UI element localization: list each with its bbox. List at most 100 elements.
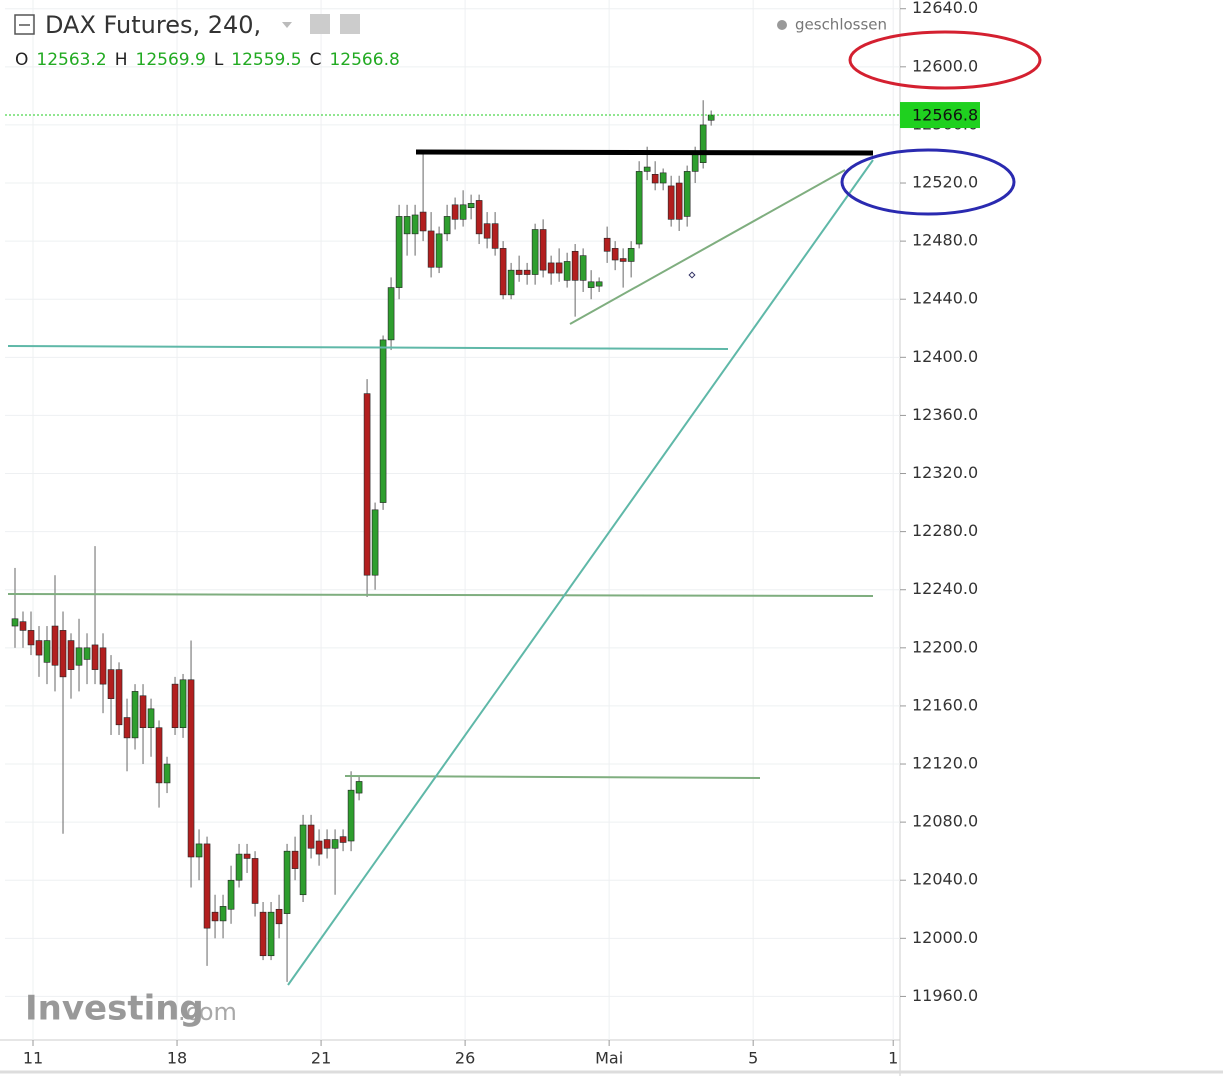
candle-body <box>267 911 275 957</box>
candle-body <box>531 229 539 275</box>
ohlc-legend: O 12563.2 H 12569.9 L 12559.5 C 12566.8 <box>15 50 400 70</box>
y-tick-label: 12200.0 <box>912 637 978 656</box>
candle-body <box>27 630 35 646</box>
x-tick-label: 5 <box>748 1049 758 1068</box>
candle-body <box>699 124 707 163</box>
trend-line <box>7 345 729 350</box>
eye-icon[interactable] <box>310 14 330 34</box>
candle-body <box>507 269 515 296</box>
highlight-ellipse <box>848 30 1042 90</box>
candle-body <box>99 647 107 685</box>
candle-body <box>211 911 219 922</box>
candle-body <box>19 621 27 631</box>
candle-body <box>467 203 475 209</box>
candle-body <box>611 248 619 261</box>
trend-line <box>569 169 846 325</box>
y-tick-label: 12240.0 <box>912 579 978 598</box>
trend-line <box>344 775 761 779</box>
candle-body <box>643 166 651 172</box>
candle-body <box>523 269 531 275</box>
candle-body <box>11 618 19 627</box>
candle-body <box>187 679 195 858</box>
y-tick-label: 12600.0 <box>912 56 978 75</box>
ohlc-key: C <box>310 50 322 70</box>
ohlc-key: H <box>115 50 128 70</box>
last-price-box <box>900 102 980 129</box>
highlight-ellipse <box>840 148 1016 216</box>
marker <box>688 271 696 279</box>
y-tick-label: 12640.0 <box>912 0 978 17</box>
status: geschlossen <box>795 16 887 34</box>
settings-icon[interactable] <box>340 14 360 34</box>
candle-body <box>659 172 667 184</box>
candle-body <box>227 879 235 910</box>
candle-body <box>563 261 571 281</box>
candle-body <box>323 839 331 849</box>
y-tick-label: 11960.0 <box>912 986 978 1005</box>
candle-body <box>163 763 171 784</box>
candle-body <box>235 853 243 881</box>
candle-body <box>315 840 323 855</box>
ohlc-value: 12566.8 <box>329 50 399 70</box>
candle-body <box>395 216 403 288</box>
candle-body <box>435 233 443 268</box>
candle-body <box>515 269 523 275</box>
candle-body <box>243 853 251 859</box>
resistance-line <box>415 149 874 156</box>
ohlc-value: 12563.2 <box>36 50 106 70</box>
y-tick-label: 12120.0 <box>912 754 978 773</box>
x-tick-label: 1 <box>888 1049 898 1068</box>
candle-body <box>555 262 563 274</box>
candle-body <box>51 625 59 666</box>
candle-body <box>195 843 203 858</box>
candle-body <box>203 843 211 929</box>
x-tick-label: 11 <box>23 1049 43 1068</box>
header: DAX Futures, 240, geschlossen O 12563.2 H 1… <box>14 11 887 1029</box>
candle-body <box>139 695 147 729</box>
candle-body <box>371 509 379 576</box>
candle-body <box>35 640 43 656</box>
y-tick-label: 12520.0 <box>912 173 978 192</box>
candle-body <box>75 647 83 666</box>
y-tick-label: 12080.0 <box>912 812 978 831</box>
candle-body <box>627 248 635 262</box>
ohlc-key: O <box>15 50 28 70</box>
drawings <box>7 30 1042 986</box>
candle-body <box>483 223 491 239</box>
candle-body <box>411 214 419 235</box>
candle-body <box>635 171 643 245</box>
candle-body <box>251 858 259 904</box>
trend-line <box>287 159 874 986</box>
candle-body <box>419 211 427 232</box>
candle-body <box>331 839 339 849</box>
candle-body <box>595 281 603 287</box>
x-tick-label: 21 <box>311 1049 331 1068</box>
candle-body <box>675 182 683 220</box>
y-tick-label: 12400.0 <box>912 347 978 366</box>
candle-body <box>539 229 547 271</box>
candle-body <box>59 630 67 678</box>
candle-body <box>579 255 587 281</box>
y-tick-label: 12360.0 <box>912 405 978 424</box>
ohlc-value: 12569.9 <box>136 50 206 70</box>
x-tick-label: 18 <box>167 1049 187 1068</box>
candle-body <box>307 824 315 849</box>
candle-body <box>219 906 227 922</box>
dropdown-icon[interactable] <box>282 22 292 28</box>
trend-line <box>7 593 874 597</box>
collapse-icon[interactable] <box>14 14 35 35</box>
x-tick-label: Mai <box>595 1049 623 1068</box>
candle-body <box>403 216 411 235</box>
y-tick-label: 12160.0 <box>912 695 978 714</box>
candle-body <box>427 230 435 268</box>
candle-body <box>603 237 611 252</box>
candle-body <box>275 908 283 925</box>
candle-body <box>459 204 467 220</box>
candle-body <box>283 850 291 914</box>
candle-body <box>499 248 507 296</box>
y-tick-label: 12280.0 <box>912 521 978 540</box>
candle-body <box>443 216 451 235</box>
candle-body <box>571 250 579 281</box>
candle-body <box>67 640 75 670</box>
